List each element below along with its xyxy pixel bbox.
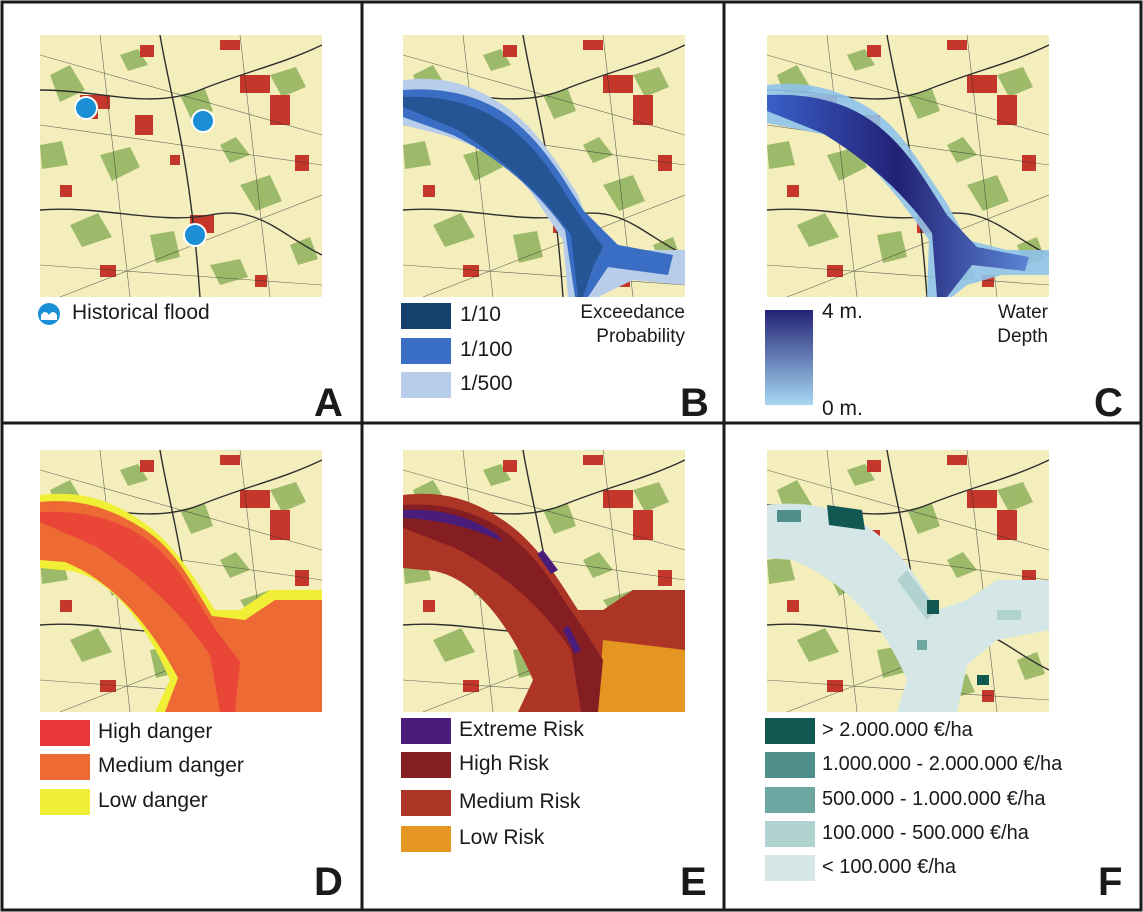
legend-label-medium-danger: Medium danger: [98, 754, 244, 777]
legend-label-medium-risk: Medium Risk: [459, 790, 581, 813]
panel-letter-c: C: [1094, 381, 1123, 425]
exceedance-title-line-1: Exceedance: [580, 302, 685, 323]
legend-label-value-2: 1.000.000 - 2.000.000 €/ha: [822, 753, 1063, 775]
panel-letter-d: D: [314, 860, 343, 904]
legend-label-value-5: < 100.000 €/ha: [822, 856, 957, 878]
legend-swatch-medium-risk: [401, 790, 451, 816]
depth-max-label: 4 m.: [822, 300, 863, 323]
water-depth-title-line-1: Water: [998, 302, 1048, 323]
panel-letter-b: B: [680, 381, 709, 425]
legend-label-1-500: 1/500: [460, 372, 513, 395]
legend-label-1-100: 1/100: [460, 338, 513, 361]
depth-min-label: 0 m.: [822, 397, 863, 420]
historical-flood-markers: [74, 96, 215, 247]
legend-label-1-10: 1/10: [460, 303, 501, 326]
legend-swatch-low-risk: [401, 826, 451, 852]
legend-label-value-3: 500.000 - 1.000.000 €/ha: [822, 788, 1046, 810]
legend-label-low-danger: Low danger: [98, 789, 208, 812]
panel-c-map: [767, 35, 1049, 297]
legend-swatch-value-4: [765, 821, 815, 847]
legend-label-extreme-risk: Extreme Risk: [459, 718, 584, 741]
legend-swatch-1-500: [401, 372, 451, 398]
legend-swatch-value-3: [765, 787, 815, 813]
legend-label-value-4: 100.000 - 500.000 €/ha: [822, 822, 1029, 844]
panel-letter-f: F: [1098, 860, 1123, 904]
legend-swatch-extreme-risk: [401, 718, 451, 744]
exceedance-title-line-2: Probability: [596, 326, 685, 347]
legend-swatch-high-danger: [40, 720, 90, 746]
panel-letter-a: A: [314, 381, 343, 425]
legend-label-high-danger: High danger: [98, 720, 213, 743]
legend-swatch-1-100: [401, 338, 451, 364]
wave-circle-icon: [38, 303, 60, 325]
panel-b-map: [403, 35, 685, 297]
panel-e-map: [403, 450, 685, 712]
legend-swatch-1-10: [401, 303, 451, 329]
panel-f-map: [767, 450, 1049, 712]
panel-a-map: [40, 35, 322, 297]
legend-label-low-risk: Low Risk: [459, 826, 545, 849]
panel-letter-e: E: [680, 860, 707, 904]
legend-swatch-high-risk: [401, 752, 451, 778]
legend-swatch-low-danger: [40, 789, 90, 815]
legend-swatch-medium-danger: [40, 754, 90, 780]
legend-swatch-value-2: [765, 752, 815, 778]
legend-swatch-value-5: [765, 855, 815, 881]
depth-gradient-bar: [765, 310, 813, 405]
legend-swatch-value-1: [765, 718, 815, 744]
panel-d-map: [40, 450, 322, 712]
legend-label-value-1: > 2.000.000 €/ha: [822, 719, 973, 741]
water-depth-title-line-2: Depth: [997, 326, 1048, 347]
legend-label-high-risk: High Risk: [459, 752, 549, 775]
historical-flood-label: Historical flood: [72, 301, 210, 324]
